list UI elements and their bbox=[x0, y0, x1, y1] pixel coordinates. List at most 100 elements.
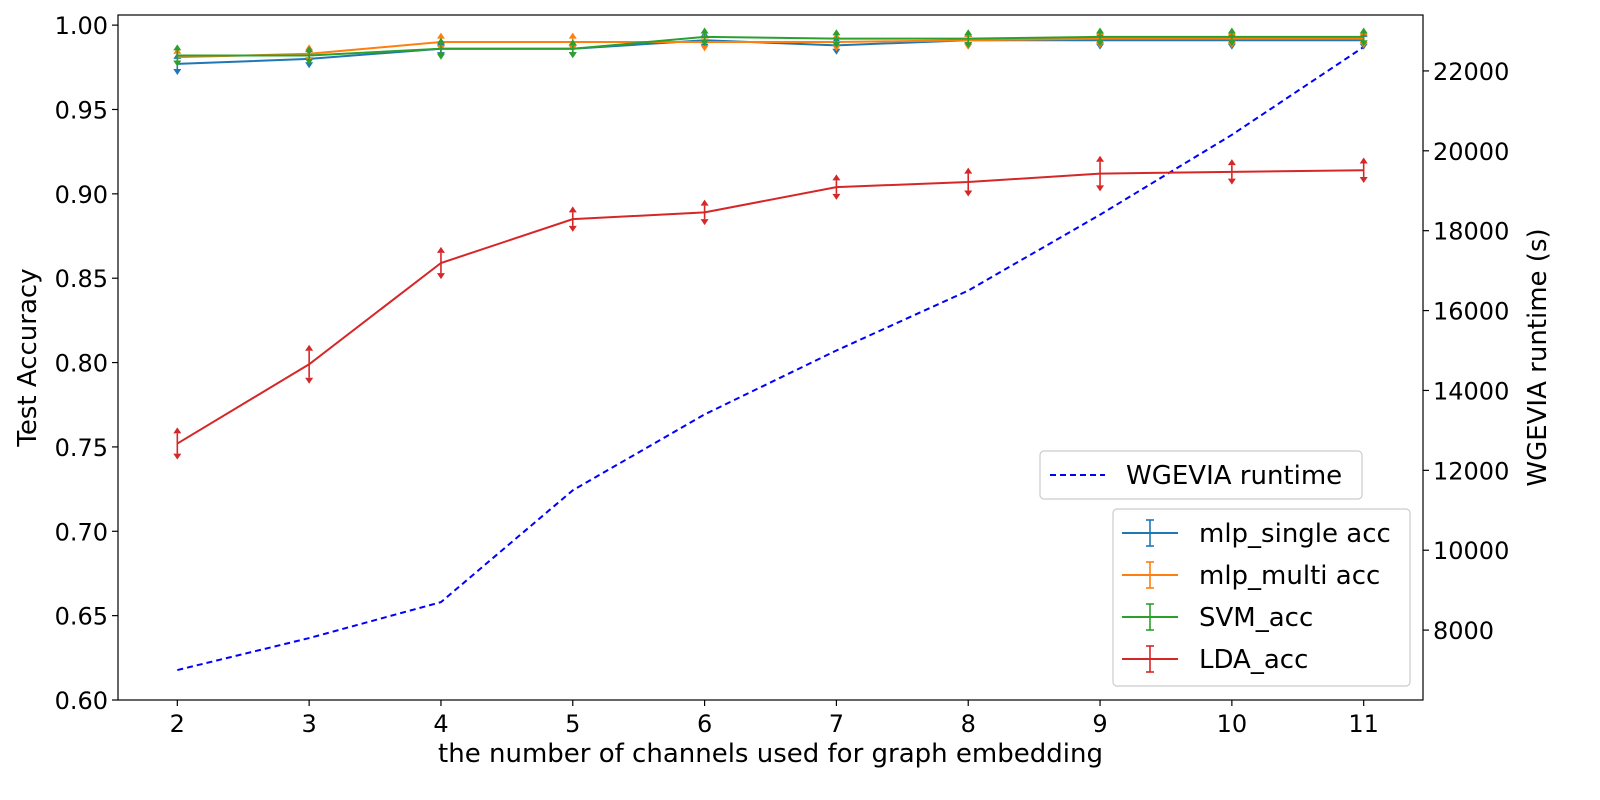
errorbar-lda-acc bbox=[700, 199, 709, 226]
errorbar-cap-lower bbox=[568, 52, 577, 59]
errorbar-cap-upper bbox=[305, 344, 314, 351]
errorbar-lda-acc bbox=[1359, 157, 1368, 183]
errorbar-cap-upper bbox=[305, 46, 314, 53]
x-tick-label: 2 bbox=[170, 710, 185, 738]
x-tick-label: 9 bbox=[1092, 710, 1107, 738]
errorbar-svm-acc bbox=[964, 29, 973, 48]
errorbar-cap-lower bbox=[832, 45, 841, 52]
errorbar-cap-upper bbox=[1096, 27, 1105, 34]
errorbar-svm-acc bbox=[1359, 27, 1368, 47]
y2-axis-title: WGEVIA runtime (s) bbox=[1523, 228, 1553, 486]
x-tick-label: 6 bbox=[697, 710, 712, 738]
errorbar-cap-lower bbox=[436, 273, 445, 280]
errorbar-cap-lower bbox=[1359, 176, 1368, 183]
legend-label-svm-acc: SVM_acc bbox=[1199, 603, 1313, 633]
errorbar-cap-lower bbox=[832, 48, 841, 55]
errorbar-cap-upper bbox=[568, 206, 577, 213]
y-tick-label: 0.65 bbox=[55, 603, 108, 631]
errorbar-svm-acc bbox=[1096, 27, 1105, 47]
x-axis-title: the number of channels used for graph em… bbox=[438, 739, 1103, 769]
errorbar-cap-lower bbox=[832, 41, 841, 48]
y-axis-title: Test Accuracy bbox=[13, 268, 43, 447]
errorbar-svm-acc bbox=[568, 39, 577, 59]
errorbar-lda-acc bbox=[832, 174, 841, 200]
errorbar-cap-lower bbox=[305, 377, 314, 384]
x-tick-label: 11 bbox=[1348, 710, 1379, 738]
errorbar-cap-upper bbox=[1359, 157, 1368, 164]
errorbar-cap-lower bbox=[832, 193, 841, 200]
errorbar-svm-acc bbox=[436, 37, 445, 60]
y2-tick-label: 12000 bbox=[1433, 457, 1509, 485]
y-tick-label: 0.80 bbox=[55, 350, 108, 378]
errorbar-cap-upper bbox=[173, 427, 182, 434]
legend-label-mlp-multi-acc: mlp_multi acc bbox=[1199, 561, 1380, 591]
x-tick-label: 3 bbox=[301, 710, 316, 738]
errorbar-cap-lower bbox=[1227, 40, 1236, 47]
y-tick-label: 1.00 bbox=[55, 12, 108, 40]
legend-label-lda-acc: LDA_acc bbox=[1199, 645, 1308, 675]
errorbar-cap-upper bbox=[568, 39, 577, 46]
errorbar-cap-lower bbox=[1096, 40, 1105, 47]
errorbar-cap-upper bbox=[436, 32, 445, 39]
errorbar-cap-upper bbox=[700, 199, 709, 206]
series-line-wgevia-runtime bbox=[177, 46, 1365, 672]
errorbar-cap-upper bbox=[832, 29, 841, 36]
x-tick-label: 5 bbox=[565, 710, 580, 738]
legend-label-wgevia-runtime: WGEVIA runtime bbox=[1126, 461, 1342, 491]
errorbar-cap-lower bbox=[173, 60, 182, 67]
y-tick-label: 0.90 bbox=[55, 181, 108, 209]
errorbar-cap-lower bbox=[700, 40, 709, 47]
errorbar-cap-lower bbox=[1359, 40, 1368, 47]
errorbar-cap-upper bbox=[1227, 27, 1236, 34]
x-tick-label: 7 bbox=[829, 710, 844, 738]
y2-tick-label: 8000 bbox=[1433, 617, 1494, 645]
errorbar-svm-acc bbox=[173, 44, 182, 67]
errorbar-cap-upper bbox=[436, 37, 445, 44]
errorbar-svm-acc bbox=[700, 27, 709, 47]
errorbar-lda-acc bbox=[305, 344, 314, 384]
y-tick-label: 0.85 bbox=[55, 265, 108, 293]
errorbar-cap-upper bbox=[964, 167, 973, 174]
errorbar-cap-lower bbox=[568, 225, 577, 232]
series-line-lda-acc bbox=[176, 169, 1364, 445]
errorbar-cap-lower bbox=[964, 190, 973, 197]
errorbar-cap-upper bbox=[832, 174, 841, 181]
errorbar-cap-lower bbox=[700, 45, 709, 52]
y-tick-label: 0.70 bbox=[55, 518, 108, 546]
errorbar-cap-upper bbox=[173, 44, 182, 51]
errorbar-cap-lower bbox=[1227, 178, 1236, 185]
y2-tick-label: 16000 bbox=[1433, 298, 1509, 326]
errorbar-cap-lower bbox=[173, 68, 182, 75]
y2-tick-label: 20000 bbox=[1433, 138, 1509, 166]
errorbar-cap-lower bbox=[964, 41, 973, 48]
legend-accuracy-box bbox=[1112, 508, 1411, 687]
errorbar-lda-acc bbox=[964, 167, 973, 197]
series-line-svm-acc bbox=[177, 35, 1364, 57]
errorbar-lda-acc bbox=[436, 246, 445, 280]
errorbar-cap-upper bbox=[568, 32, 577, 39]
legend-runtime-box bbox=[1039, 450, 1363, 500]
errorbar-lda-acc bbox=[1227, 159, 1236, 185]
legend-accuracy: mlp_single acc mlp_multi acc SVM_acc LDA_ac… bbox=[1112, 508, 1411, 687]
errorbar-cap-upper bbox=[700, 27, 709, 34]
series-line-mlp-single-acc bbox=[177, 39, 1364, 65]
errorbar-lda-acc bbox=[1096, 155, 1105, 192]
errorbar-cap-upper bbox=[1227, 159, 1236, 166]
x-tick-label: 4 bbox=[433, 710, 448, 738]
x-tick-label: 10 bbox=[1217, 710, 1248, 738]
errorbar-cap-upper bbox=[1359, 27, 1368, 34]
legend-runtime: WGEVIA runtime bbox=[1039, 450, 1363, 500]
errorbar-svm-acc bbox=[305, 46, 314, 65]
errorbar-svm-acc bbox=[1227, 27, 1236, 47]
errorbar-cap-lower bbox=[305, 58, 314, 65]
y-tick-label: 0.95 bbox=[55, 96, 108, 124]
errorbar-cap-lower bbox=[1096, 185, 1105, 192]
errorbar-cap-lower bbox=[305, 62, 314, 69]
x-tick-label: 8 bbox=[961, 710, 976, 738]
plot-area-frame bbox=[117, 14, 1424, 701]
errorbar-svm-acc bbox=[832, 29, 841, 48]
errorbar-cap-upper bbox=[964, 29, 973, 36]
errorbar-cap-upper bbox=[436, 246, 445, 253]
y2-tick-label: 18000 bbox=[1433, 218, 1509, 246]
